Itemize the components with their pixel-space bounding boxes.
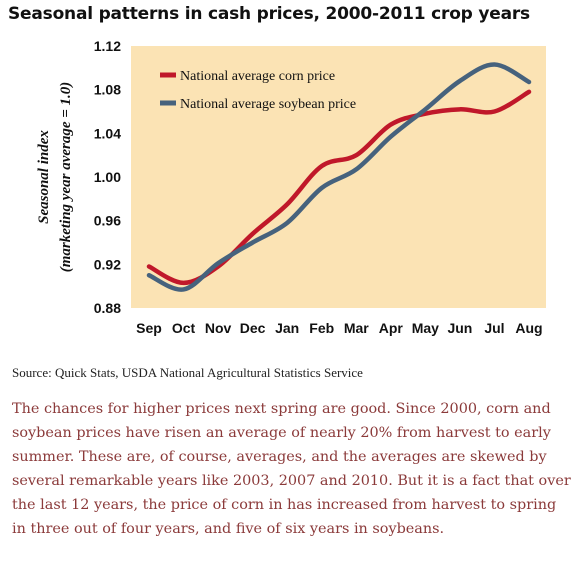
y-tick-label: 0.96	[94, 213, 121, 229]
y-tick-label: 0.88	[94, 300, 121, 316]
body-paragraph: The chances for higher prices next sprin…	[12, 401, 571, 537]
y-tick-label: 1.00	[94, 169, 121, 185]
chart-title: Seasonal patterns in cash prices, 2000-2…	[8, 4, 530, 24]
x-tick-label: Aug	[515, 320, 542, 336]
y-axis-label-line1: Seasonal index	[36, 130, 52, 224]
corn-price-line	[146, 89, 532, 286]
legend-label-corn: National average corn price	[180, 69, 335, 84]
x-tick-label: May	[412, 320, 439, 336]
x-tick-label: Nov	[205, 320, 232, 336]
line-chart: 0.88 0.92 0.96 1.00 1.04 1.08 1.12 Sep Oct Nov De…	[36, 38, 546, 336]
x-tick-label: Feb	[309, 320, 334, 336]
x-tick-label: Dec	[240, 320, 266, 336]
soybean-price-line	[146, 62, 532, 292]
x-tick-label: Jul	[484, 320, 504, 336]
x-tick-label: Sep	[136, 320, 162, 336]
y-tick-label: 1.08	[94, 82, 121, 98]
x-tick-label: Oct	[172, 320, 196, 336]
y-axis: 0.88 0.92 0.96 1.00 1.04 1.08 1.12	[94, 38, 121, 316]
y-axis-label-line2: (marketing year average = 1.0)	[58, 82, 74, 273]
x-tick-label: Jun	[447, 320, 472, 336]
series-lines	[146, 62, 532, 292]
legend-label-soybean: National average soybean price	[180, 97, 356, 112]
y-tick-label: 0.92	[94, 256, 121, 272]
x-axis: Sep Oct Nov Dec Jan Feb Mar Apr May Jun Jul Aug	[136, 320, 542, 336]
x-tick-label: Jan	[275, 320, 299, 336]
x-tick-label: Mar	[344, 320, 369, 336]
y-tick-label: 1.12	[94, 38, 121, 54]
legend: National average corn price National aver…	[160, 69, 356, 112]
y-tick-label: 1.04	[94, 125, 121, 141]
x-tick-label: Apr	[379, 320, 404, 336]
y-axis-label: Seasonal index (marketing year average =…	[36, 82, 74, 273]
source-note: Source: Quick Stats, USDA National Agric…	[12, 365, 363, 380]
